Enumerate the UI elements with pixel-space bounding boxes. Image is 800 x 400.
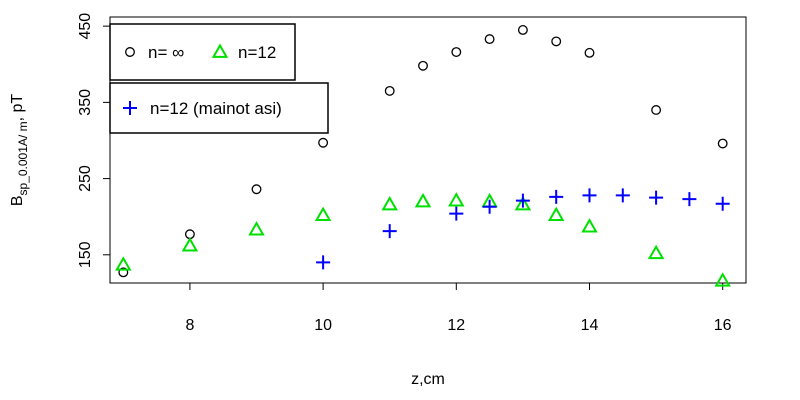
data-point <box>382 224 397 239</box>
x-tick-label: 16 <box>714 317 732 334</box>
data-point <box>515 193 530 208</box>
y-axis-label-subscript: sp_0.001A/ m <box>16 121 30 195</box>
y-axis-label-unit: , pT <box>9 94 26 122</box>
y-axis-label: Bsp_0.001A/ m, pT <box>9 94 30 207</box>
data-point <box>549 189 564 204</box>
x-axis-label: z,cm <box>411 371 445 388</box>
data-point <box>181 237 199 252</box>
legend-2-entry-0-label: n=12 (mainot asi) <box>150 99 282 118</box>
data-point <box>482 199 497 214</box>
data-point <box>547 206 565 222</box>
legend-2-markers <box>123 101 137 115</box>
x-tick-label: 14 <box>581 317 599 334</box>
legend-1-entry-1-label: n=12 <box>238 43 276 62</box>
data-point <box>384 85 395 96</box>
y-tick-label: 250 <box>77 165 94 192</box>
data-point <box>418 60 428 71</box>
series-1 <box>115 192 731 287</box>
data-point <box>251 184 262 195</box>
data-point <box>715 196 730 211</box>
plot-frame <box>109 16 747 284</box>
data-point <box>318 137 329 148</box>
data-point <box>517 25 528 35</box>
data-point <box>582 188 597 203</box>
data-point <box>314 206 332 222</box>
y-tick-label: 350 <box>77 89 94 116</box>
data-point <box>647 244 665 260</box>
data-point <box>514 195 532 211</box>
legend-2-box <box>109 82 329 134</box>
data-point <box>118 267 129 278</box>
data-point <box>381 195 398 211</box>
series-0 <box>118 25 728 278</box>
data-point <box>451 47 462 58</box>
legend-2: n=12 (mainot asi) <box>109 82 329 134</box>
y-tick-label: 450 <box>77 13 94 40</box>
y-axis: 150 250 350 450 <box>77 13 110 268</box>
data-point <box>584 47 595 58</box>
x-tick-label: 12 <box>447 317 465 334</box>
data-point <box>448 192 465 207</box>
data-point <box>551 36 562 47</box>
data-point <box>649 190 664 205</box>
data-point <box>717 138 728 149</box>
x-tick-label: 10 <box>314 317 332 334</box>
legend-1-box <box>109 23 296 81</box>
data-point <box>449 206 464 221</box>
data-point <box>248 221 265 236</box>
legend-1-entry-0-label: n= ∞ <box>148 43 184 62</box>
legend-1: n= ∞ n=12 <box>109 23 296 81</box>
data-point <box>316 255 331 270</box>
data-point <box>714 272 731 287</box>
data-point <box>115 256 132 271</box>
data-point <box>581 218 598 233</box>
y-tick-label: 150 <box>77 241 94 268</box>
series-2 <box>316 188 730 270</box>
data-point <box>651 105 662 115</box>
data-point <box>682 192 697 207</box>
data-point <box>484 34 495 45</box>
legend-marker-circle <box>125 47 135 57</box>
legend-marker-triangle <box>211 43 229 58</box>
x-axis: 8 10 12 14 16 <box>185 283 732 334</box>
legend-marker-plus <box>123 101 137 115</box>
data-point <box>414 192 432 208</box>
data-point <box>615 188 630 203</box>
data-points <box>115 25 731 287</box>
y-axis-label-main: B <box>9 195 26 206</box>
legend-1-markers <box>125 43 229 58</box>
x-tick-label: 8 <box>185 317 194 334</box>
